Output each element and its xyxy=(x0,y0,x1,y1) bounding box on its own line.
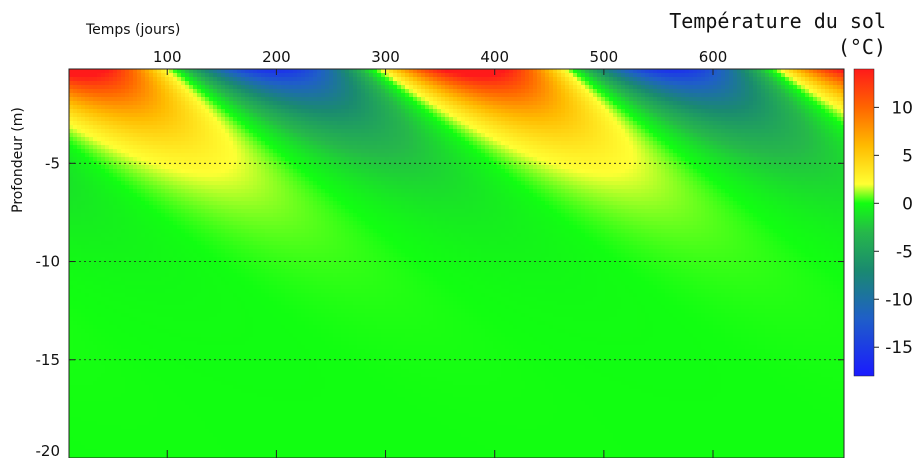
y-tick-label--5: -5 xyxy=(45,154,60,172)
temperature-field xyxy=(69,69,844,458)
colorbar-unit-label: (°C) xyxy=(838,35,886,59)
colorbar-tick-label--15: -15 xyxy=(885,338,913,358)
x-tick-label-400: 400 xyxy=(480,48,509,66)
time-axis: 100 200 300 400 500 600 xyxy=(153,48,727,458)
y-tick-label--10: -10 xyxy=(36,253,61,271)
plot-frame xyxy=(68,68,845,458)
colorbar: 10 5 0 -5 -10 -15 xyxy=(853,68,913,377)
x-axis-label: Temps (jours) xyxy=(85,22,180,38)
x-tick-label-600: 600 xyxy=(699,48,728,66)
chart-title: Température du sol xyxy=(669,9,886,33)
y-tick-label--15: -15 xyxy=(36,351,61,369)
x-tick-label-500: 500 xyxy=(590,48,619,66)
y-tick-label--20: -20 xyxy=(36,442,61,458)
y-axis-label: Profondeur (m) xyxy=(10,107,26,213)
colorbar-tick-label-0: 0 xyxy=(902,194,913,214)
x-tick-label-300: 300 xyxy=(371,48,400,66)
colorbar-tick-label-10: 10 xyxy=(891,98,913,118)
colorbar-tick-label-5: 5 xyxy=(902,146,913,166)
colorbar-gradient xyxy=(853,68,875,377)
colorbar-tick-label--10: -10 xyxy=(885,290,913,310)
x-tick-label-200: 200 xyxy=(262,48,291,66)
depth-axis: -5 -10 -15 -20 xyxy=(36,154,844,458)
colorbar-tick-label--5: -5 xyxy=(896,242,913,262)
depth-gridlines xyxy=(69,162,844,361)
x-tick-label-100: 100 xyxy=(153,48,182,66)
